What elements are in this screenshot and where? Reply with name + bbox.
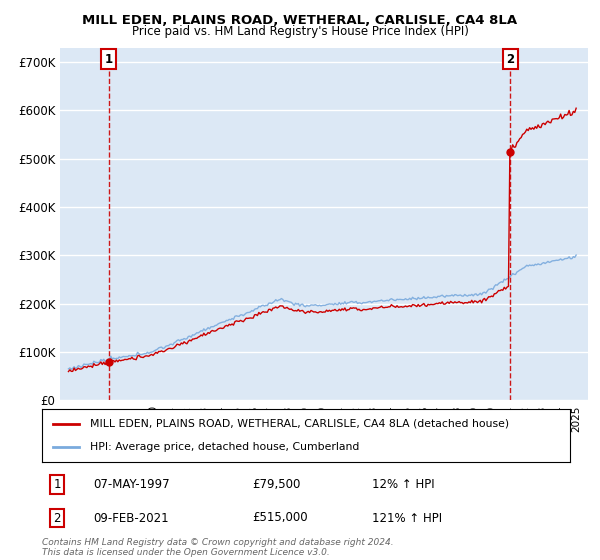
Text: 07-MAY-1997: 07-MAY-1997 <box>93 478 170 491</box>
Text: HPI: Average price, detached house, Cumberland: HPI: Average price, detached house, Cumb… <box>89 442 359 452</box>
Text: Contains HM Land Registry data © Crown copyright and database right 2024.
This d: Contains HM Land Registry data © Crown c… <box>42 538 394 557</box>
Text: 12% ↑ HPI: 12% ↑ HPI <box>372 478 434 491</box>
Text: Price paid vs. HM Land Registry's House Price Index (HPI): Price paid vs. HM Land Registry's House … <box>131 25 469 38</box>
Text: MILL EDEN, PLAINS ROAD, WETHERAL, CARLISLE, CA4 8LA: MILL EDEN, PLAINS ROAD, WETHERAL, CARLIS… <box>82 14 518 27</box>
Text: 09-FEB-2021: 09-FEB-2021 <box>93 511 169 525</box>
Text: 2: 2 <box>506 53 514 66</box>
Text: 2: 2 <box>53 511 61 525</box>
Text: MILL EDEN, PLAINS ROAD, WETHERAL, CARLISLE, CA4 8LA (detached house): MILL EDEN, PLAINS ROAD, WETHERAL, CARLIS… <box>89 419 509 429</box>
Text: 1: 1 <box>53 478 61 491</box>
Text: £79,500: £79,500 <box>252 478 301 491</box>
Text: 121% ↑ HPI: 121% ↑ HPI <box>372 511 442 525</box>
Text: 1: 1 <box>104 53 113 66</box>
Text: £515,000: £515,000 <box>252 511 308 525</box>
